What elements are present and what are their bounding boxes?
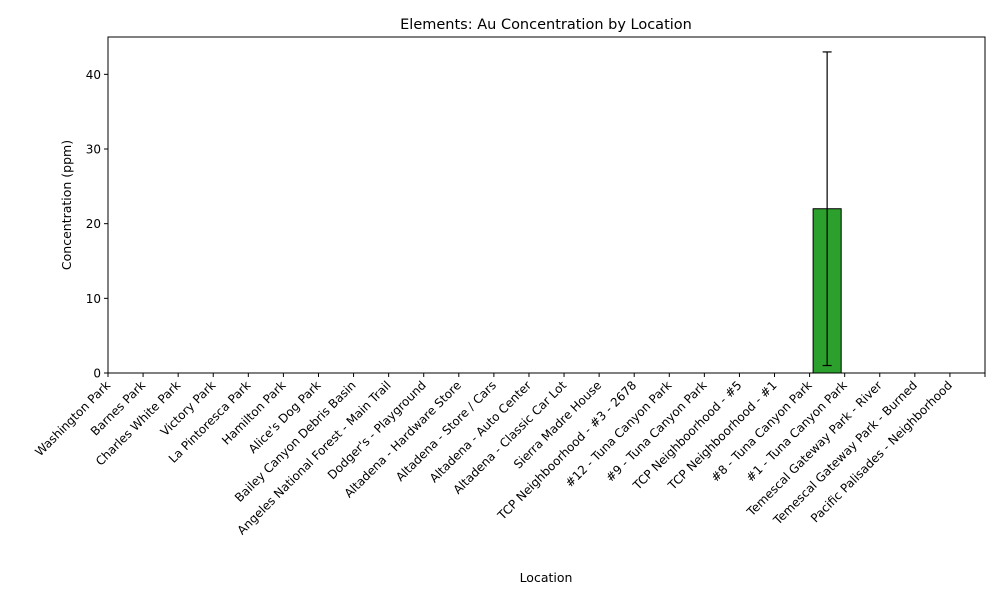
y-tick-label: 30 bbox=[86, 143, 101, 157]
x-axis-label: Location bbox=[520, 570, 573, 585]
y-tick-label: 20 bbox=[86, 217, 101, 231]
y-tick-label: 10 bbox=[86, 292, 101, 306]
plot-frame bbox=[107, 36, 986, 374]
chart-title: Elements: Au Concentration by Location bbox=[400, 17, 692, 33]
y-tick-label: 0 bbox=[93, 367, 101, 381]
y-tick-label: 40 bbox=[86, 68, 101, 82]
y-axis-label: Concentration (ppm) bbox=[59, 140, 74, 270]
